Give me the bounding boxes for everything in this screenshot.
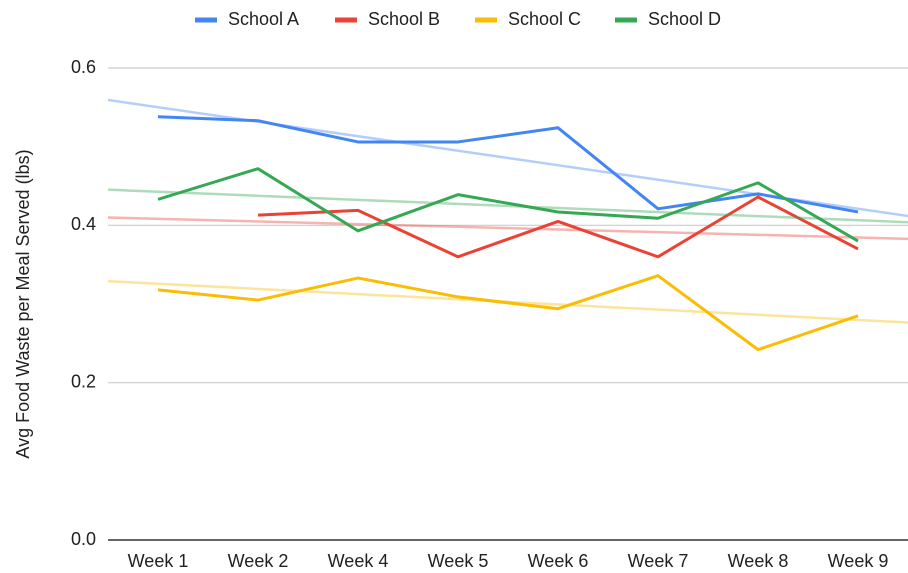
legend-label: School D (648, 9, 721, 29)
y-tick-label: 0.2 (71, 371, 96, 391)
x-tick-label: Week 6 (528, 551, 589, 571)
y-tick-label: 0.0 (71, 529, 96, 549)
legend-label: School B (368, 9, 440, 29)
trendline (107, 188, 908, 224)
x-tick-label: Week 8 (728, 551, 789, 571)
x-tick-label: Week 7 (628, 551, 689, 571)
trendline (107, 216, 908, 241)
y-axis-label: Avg Food Waste per Meal Served (lbs) (13, 149, 33, 458)
series-line (257, 195, 859, 259)
x-tick-label: Week 4 (328, 551, 389, 571)
y-tick-label: 0.4 (71, 214, 96, 234)
series-line (157, 274, 859, 352)
y-tick-label: 0.6 (71, 57, 96, 77)
x-tick-label: Week 1 (128, 551, 189, 571)
x-tick-label: Week 9 (828, 551, 889, 571)
series-line (157, 167, 859, 243)
legend-label: School C (508, 9, 581, 29)
x-tick-label: Week 5 (428, 551, 489, 571)
legend-label: School A (228, 9, 299, 29)
series-line (157, 115, 859, 214)
x-tick-label: Week 2 (228, 551, 289, 571)
